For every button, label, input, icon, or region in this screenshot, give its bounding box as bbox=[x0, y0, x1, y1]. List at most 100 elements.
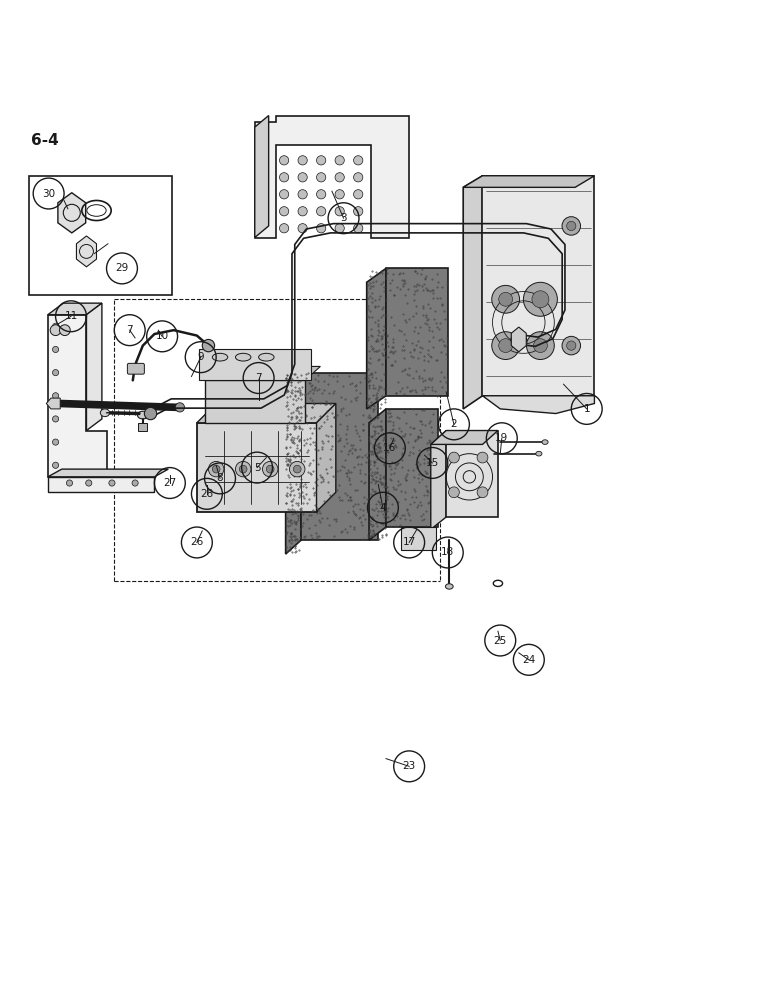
Circle shape bbox=[492, 332, 520, 359]
Text: 26: 26 bbox=[190, 537, 204, 547]
Polygon shape bbox=[446, 431, 498, 517]
Polygon shape bbox=[86, 303, 102, 431]
FancyBboxPatch shape bbox=[138, 423, 147, 431]
Circle shape bbox=[66, 480, 73, 486]
Polygon shape bbox=[48, 315, 107, 477]
Ellipse shape bbox=[235, 353, 251, 361]
Text: 8: 8 bbox=[217, 473, 223, 483]
Circle shape bbox=[499, 339, 513, 353]
Text: 2: 2 bbox=[451, 419, 457, 429]
Text: 4: 4 bbox=[380, 503, 386, 513]
Circle shape bbox=[52, 323, 59, 329]
Circle shape bbox=[499, 292, 513, 306]
Polygon shape bbox=[511, 327, 527, 352]
Text: 5: 5 bbox=[254, 463, 260, 473]
Circle shape bbox=[298, 207, 307, 216]
Circle shape bbox=[144, 407, 157, 420]
Circle shape bbox=[109, 480, 115, 486]
Circle shape bbox=[335, 156, 344, 165]
Circle shape bbox=[279, 190, 289, 199]
Circle shape bbox=[527, 332, 554, 359]
Text: 25: 25 bbox=[493, 636, 507, 646]
Polygon shape bbox=[482, 396, 594, 414]
Circle shape bbox=[317, 224, 326, 233]
Ellipse shape bbox=[100, 409, 110, 417]
Circle shape bbox=[52, 346, 59, 353]
Polygon shape bbox=[301, 373, 378, 540]
Ellipse shape bbox=[511, 334, 527, 345]
Polygon shape bbox=[48, 303, 102, 315]
Circle shape bbox=[86, 480, 92, 486]
Ellipse shape bbox=[542, 440, 548, 444]
Circle shape bbox=[212, 465, 220, 473]
Text: 23: 23 bbox=[402, 761, 416, 771]
Circle shape bbox=[293, 465, 301, 473]
Text: 7: 7 bbox=[127, 325, 133, 335]
Text: 30: 30 bbox=[42, 189, 56, 199]
Ellipse shape bbox=[536, 451, 542, 456]
Circle shape bbox=[298, 173, 307, 182]
Text: 18: 18 bbox=[441, 547, 455, 557]
Text: 17: 17 bbox=[402, 537, 416, 547]
Text: 16: 16 bbox=[383, 443, 397, 453]
Circle shape bbox=[335, 224, 344, 233]
Circle shape bbox=[317, 190, 326, 199]
Circle shape bbox=[335, 207, 344, 216]
Text: 3: 3 bbox=[340, 213, 347, 223]
Polygon shape bbox=[48, 477, 154, 492]
Polygon shape bbox=[386, 268, 448, 396]
Circle shape bbox=[290, 461, 305, 477]
Circle shape bbox=[492, 285, 520, 313]
FancyBboxPatch shape bbox=[197, 423, 317, 512]
Circle shape bbox=[523, 282, 557, 316]
Circle shape bbox=[317, 173, 326, 182]
Text: 27: 27 bbox=[163, 478, 177, 488]
Circle shape bbox=[354, 173, 363, 182]
Circle shape bbox=[208, 461, 224, 477]
Circle shape bbox=[354, 156, 363, 165]
Ellipse shape bbox=[137, 411, 148, 419]
Circle shape bbox=[279, 173, 289, 182]
Circle shape bbox=[52, 370, 59, 376]
Circle shape bbox=[175, 403, 185, 412]
Polygon shape bbox=[46, 398, 60, 409]
Circle shape bbox=[262, 461, 278, 477]
Text: 15: 15 bbox=[425, 458, 439, 468]
Ellipse shape bbox=[212, 353, 228, 361]
Circle shape bbox=[562, 336, 581, 355]
Text: 11: 11 bbox=[64, 311, 78, 321]
Text: 28: 28 bbox=[200, 489, 214, 499]
Text: 29: 29 bbox=[115, 263, 129, 273]
FancyBboxPatch shape bbox=[127, 363, 144, 374]
Circle shape bbox=[279, 224, 289, 233]
Polygon shape bbox=[205, 366, 320, 380]
FancyBboxPatch shape bbox=[205, 380, 305, 423]
Polygon shape bbox=[197, 403, 336, 423]
Polygon shape bbox=[317, 403, 336, 512]
Circle shape bbox=[239, 465, 247, 473]
Text: 6-4: 6-4 bbox=[31, 133, 59, 148]
Circle shape bbox=[50, 325, 61, 336]
Polygon shape bbox=[48, 469, 168, 477]
Polygon shape bbox=[255, 116, 409, 238]
Text: 7: 7 bbox=[256, 373, 262, 383]
Circle shape bbox=[567, 341, 576, 350]
Polygon shape bbox=[386, 409, 438, 527]
Circle shape bbox=[335, 190, 344, 199]
Ellipse shape bbox=[445, 584, 453, 589]
Circle shape bbox=[477, 487, 488, 498]
Polygon shape bbox=[255, 116, 269, 238]
Circle shape bbox=[235, 461, 251, 477]
Polygon shape bbox=[431, 431, 446, 529]
Circle shape bbox=[449, 487, 459, 498]
Ellipse shape bbox=[259, 353, 274, 361]
Circle shape bbox=[279, 207, 289, 216]
Circle shape bbox=[354, 224, 363, 233]
Circle shape bbox=[354, 190, 363, 199]
Circle shape bbox=[533, 339, 547, 353]
Circle shape bbox=[298, 156, 307, 165]
Circle shape bbox=[335, 173, 344, 182]
Circle shape bbox=[562, 217, 581, 235]
Text: 1: 1 bbox=[584, 404, 590, 414]
FancyBboxPatch shape bbox=[29, 176, 172, 295]
